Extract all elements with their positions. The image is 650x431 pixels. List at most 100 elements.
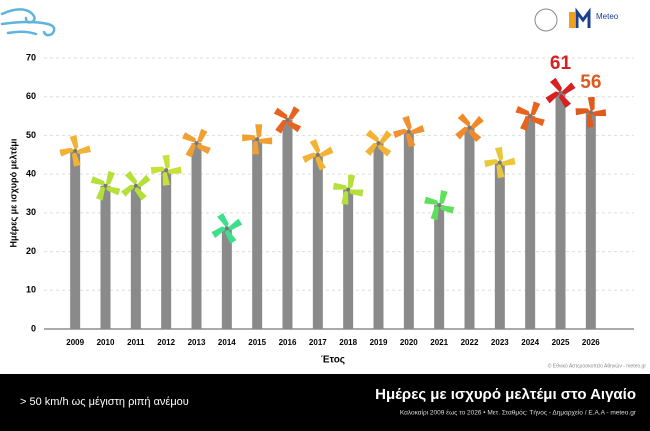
pinwheel-blade: [457, 113, 471, 128]
pinwheel-blade: [287, 119, 302, 133]
pinwheel-marker: [424, 190, 455, 221]
pinwheel-blade: [275, 119, 288, 134]
y-tick-label: 50: [26, 130, 36, 140]
bar: [464, 127, 475, 329]
bar: [252, 139, 263, 329]
pinwheel-blade: [196, 143, 211, 155]
bar: [373, 143, 384, 329]
x-tick-label: 2021: [430, 338, 448, 347]
pinwheel-hub: [255, 137, 260, 142]
x-tick-label: 2012: [157, 338, 175, 347]
bar: [100, 185, 111, 329]
x-tick-label: 2020: [400, 338, 418, 347]
pinwheel-blade: [424, 196, 440, 206]
pinwheel-blade: [530, 101, 541, 117]
bar: [403, 131, 414, 329]
pinwheel-blade: [341, 189, 349, 205]
logo-mark: [569, 12, 575, 28]
pinwheel-marker: [59, 135, 91, 167]
pinwheel-blade: [196, 128, 208, 144]
x-axis-label: Έτος: [321, 355, 345, 366]
pinwheel-marker: [121, 170, 151, 201]
pinwheel-hub: [588, 110, 593, 115]
y-tick-label: 10: [26, 285, 36, 295]
pinwheel-hub: [285, 117, 290, 122]
pinwheel-blade: [430, 205, 440, 221]
bar: [161, 170, 172, 329]
x-tick-label: 2017: [309, 338, 327, 347]
pinwheel-hub: [164, 168, 169, 173]
pinwheel-hub: [73, 148, 78, 153]
bar: [282, 119, 293, 329]
pinwheel-blade: [315, 154, 327, 171]
pinwheel-blade: [75, 145, 91, 155]
pinwheel-blade: [469, 115, 484, 129]
logo-seal: [534, 8, 558, 32]
pinwheel-marker: [182, 128, 211, 158]
pinwheel-blade: [348, 189, 364, 197]
value-label: 56: [580, 72, 601, 93]
bar: [312, 154, 323, 329]
pinwheel-hub: [346, 187, 351, 192]
pinwheel-blade: [575, 108, 591, 116]
y-tick-label: 20: [26, 246, 36, 256]
pinwheel-hub: [315, 152, 320, 157]
x-tick-label: 2013: [188, 338, 206, 347]
pinwheel-hub: [558, 90, 563, 95]
pinwheel-blade: [309, 139, 321, 155]
pinwheel-blade: [455, 126, 470, 140]
pinwheel-blade: [162, 154, 170, 171]
x-tick-label: 2014: [218, 338, 236, 347]
bar: [555, 92, 566, 329]
pinwheel-marker: [90, 170, 121, 201]
pinwheel-blade: [257, 137, 273, 145]
pinwheel-marker: [242, 124, 273, 155]
pinwheel-blade: [520, 116, 531, 131]
x-tick-label: 2024: [521, 338, 539, 347]
pinwheel-hub: [224, 226, 229, 231]
pinwheel-blade: [439, 205, 455, 214]
pinwheel-marker: [515, 101, 545, 131]
pinwheel-blade: [439, 190, 448, 206]
y-tick-label: 30: [26, 207, 36, 217]
pinwheel-blade: [135, 174, 151, 187]
pinwheel-blade: [69, 135, 79, 151]
pinwheel-blade: [560, 82, 576, 95]
pinwheel-blade: [105, 185, 121, 196]
x-tick-label: 2025: [552, 338, 570, 347]
pinwheel-blade: [226, 218, 243, 231]
pinwheel-blade: [378, 143, 392, 157]
pinwheel-blade: [287, 106, 300, 120]
chart-subtitle: Καλοκαίρι 2009 έως το 2026 • Μετ. Σταθμό…: [400, 409, 637, 417]
pinwheel-blade: [150, 166, 167, 175]
pinwheel-blade: [378, 130, 392, 144]
y-tick-label: 0: [31, 323, 36, 333]
pinwheel-hub: [194, 141, 199, 146]
x-tick-label: 2019: [370, 338, 388, 347]
pinwheel-blade: [162, 170, 170, 186]
pinwheel-blade: [225, 228, 237, 244]
pinwheel-marker: [333, 174, 364, 205]
pinwheel-blade: [134, 185, 147, 201]
pinwheel-blade: [499, 157, 516, 166]
pinwheel-blade: [242, 134, 258, 142]
bar: [494, 162, 505, 329]
bar: [130, 185, 141, 329]
logo-mark: [575, 7, 591, 28]
x-tick-label: 2015: [248, 338, 266, 347]
x-tick-label: 2009: [66, 338, 84, 347]
pinwheel-blade: [182, 132, 197, 144]
bar: [585, 112, 596, 329]
pinwheel-marker: [273, 106, 302, 134]
pinwheel-blade: [393, 128, 409, 139]
pinwheel-marker: [393, 115, 425, 148]
bar: [434, 205, 445, 329]
pinwheel-hub: [528, 114, 533, 119]
bar: [70, 150, 81, 329]
pinwheel-blade: [317, 146, 334, 158]
footer-bar: [0, 374, 650, 431]
pinwheel-blade: [273, 107, 288, 120]
pinwheel-blade: [545, 91, 561, 104]
pinwheel-blade: [408, 124, 425, 135]
pinwheel-marker: [484, 146, 516, 179]
